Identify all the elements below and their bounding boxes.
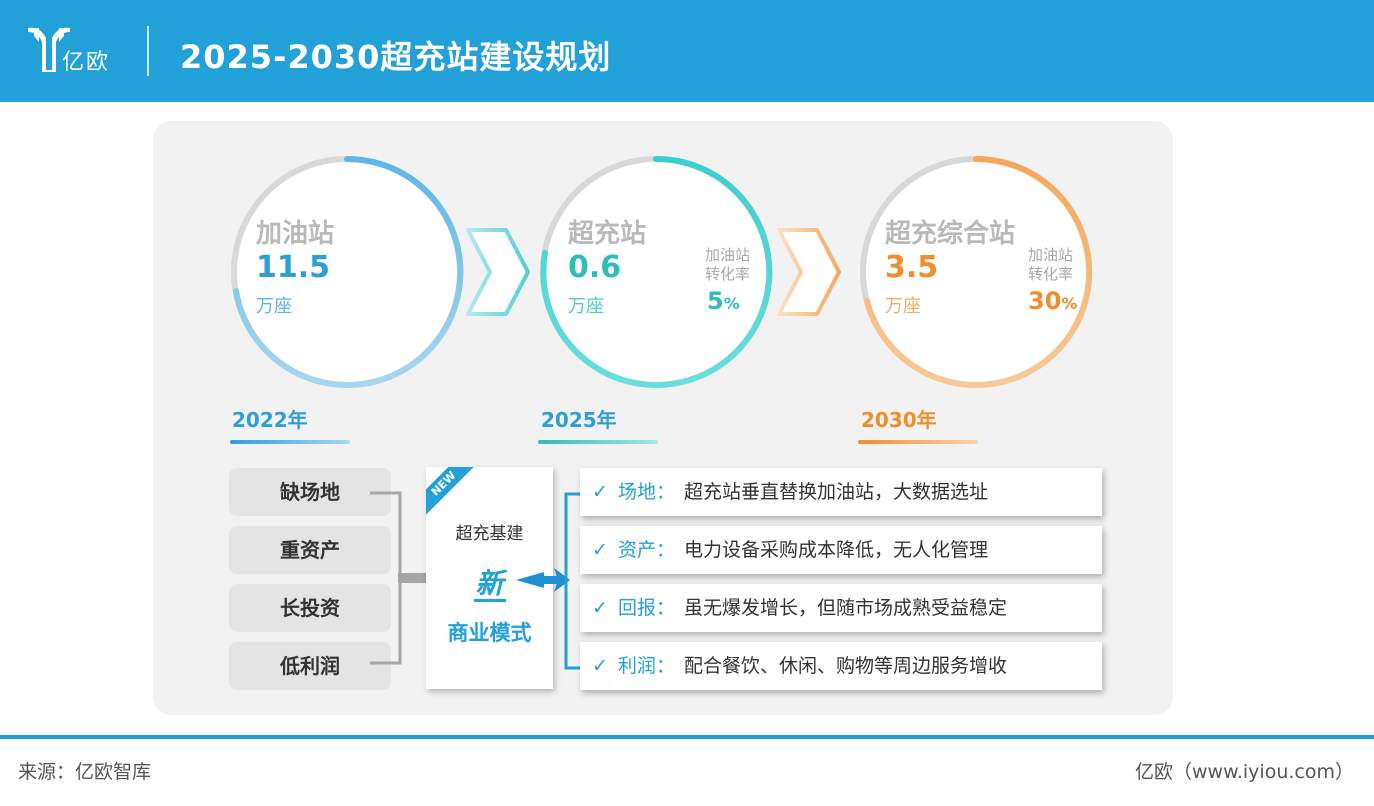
issue-item: 低利润 <box>229 642 391 690</box>
issue-item: 重资产 <box>229 526 391 574</box>
conversion-label: 加油站转化率 <box>705 246 751 283</box>
header-divider <box>147 26 149 76</box>
feature-name: 回报： <box>618 597 676 619</box>
credit-text: 亿欧（www.iyiou.com） <box>1134 761 1354 783</box>
year-label: 2030年 <box>861 408 937 432</box>
chevron-right-icon <box>777 228 841 316</box>
station-value: 3.5 <box>885 250 939 285</box>
check-icon: ✓ <box>592 539 608 561</box>
model-new-text: 新 <box>475 567 504 600</box>
ring-supercharge-complex <box>860 156 1093 388</box>
issue-item: 缺场地 <box>229 468 391 516</box>
feature-item: ✓ 利润： 配合餐饮、休闲、购物等周边服务增收 <box>580 642 1102 690</box>
station-value: 0.6 <box>568 250 622 285</box>
feature-desc: 虽无爆发增长，但随市场成熟受益稳定 <box>684 597 1008 619</box>
issue-item: 长投资 <box>229 584 391 632</box>
source-text: 来源：亿欧智库 <box>18 761 152 783</box>
station-name: 超充综合站 <box>885 219 1016 249</box>
check-icon: ✓ <box>592 655 608 677</box>
footer-divider <box>0 735 1374 739</box>
header-bar: 亿欧 2025-2030超充站建设规划 <box>0 0 1374 102</box>
station-value: 11.5 <box>256 250 331 285</box>
year-label: 2022年 <box>232 408 308 432</box>
ring-gas-station <box>231 155 464 388</box>
station-name: 超充站 <box>568 219 647 249</box>
year-label: 2025年 <box>541 408 617 432</box>
ring-supercharge-station <box>540 155 773 388</box>
conversion-value: 5% <box>707 287 740 315</box>
blue-arrow-icon <box>516 568 570 592</box>
new-tag: NEW <box>426 467 479 519</box>
model-new-underline <box>474 599 506 602</box>
feature-desc: 超充站垂直替换加油站，大数据选址 <box>684 481 989 503</box>
model-bottom-text: 商业模式 <box>447 621 532 645</box>
feature-desc: 电力设备采购成本降低，无人化管理 <box>684 539 989 561</box>
station-unit: 万座 <box>885 296 921 317</box>
station-unit: 万座 <box>568 296 604 317</box>
conversion-label: 加油站转化率 <box>1028 246 1074 283</box>
page-title: 2025-2030超充站建设规划 <box>180 38 612 76</box>
feature-name: 利润： <box>618 655 676 677</box>
check-icon: ✓ <box>592 481 608 503</box>
feature-item: ✓ 资产： 电力设备采购成本降低，无人化管理 <box>580 526 1102 574</box>
feature-name: 资产： <box>618 539 676 561</box>
year-underline <box>538 440 658 444</box>
chevron-right-icon <box>466 228 530 316</box>
feature-item: ✓ 回报： 虽无爆发增长，但随市场成熟受益稳定 <box>580 584 1102 632</box>
year-underline <box>858 440 978 444</box>
features-bracket <box>564 492 584 670</box>
feature-desc: 配合餐饮、休闲、购物等周边服务增收 <box>684 655 1008 677</box>
conversion-value: 30% <box>1028 287 1078 315</box>
feature-name: 场地： <box>618 481 676 503</box>
yiou-logo-icon <box>28 27 70 72</box>
model-top-text: 超充基建 <box>455 524 524 544</box>
station-name: 加油站 <box>256 219 335 249</box>
station-unit: 万座 <box>256 296 292 317</box>
year-underline <box>230 440 350 444</box>
logo-text: 亿欧 <box>62 50 111 75</box>
check-icon: ✓ <box>592 597 608 619</box>
feature-item: ✓ 场地： 超充站垂直替换加油站，大数据选址 <box>580 468 1102 516</box>
